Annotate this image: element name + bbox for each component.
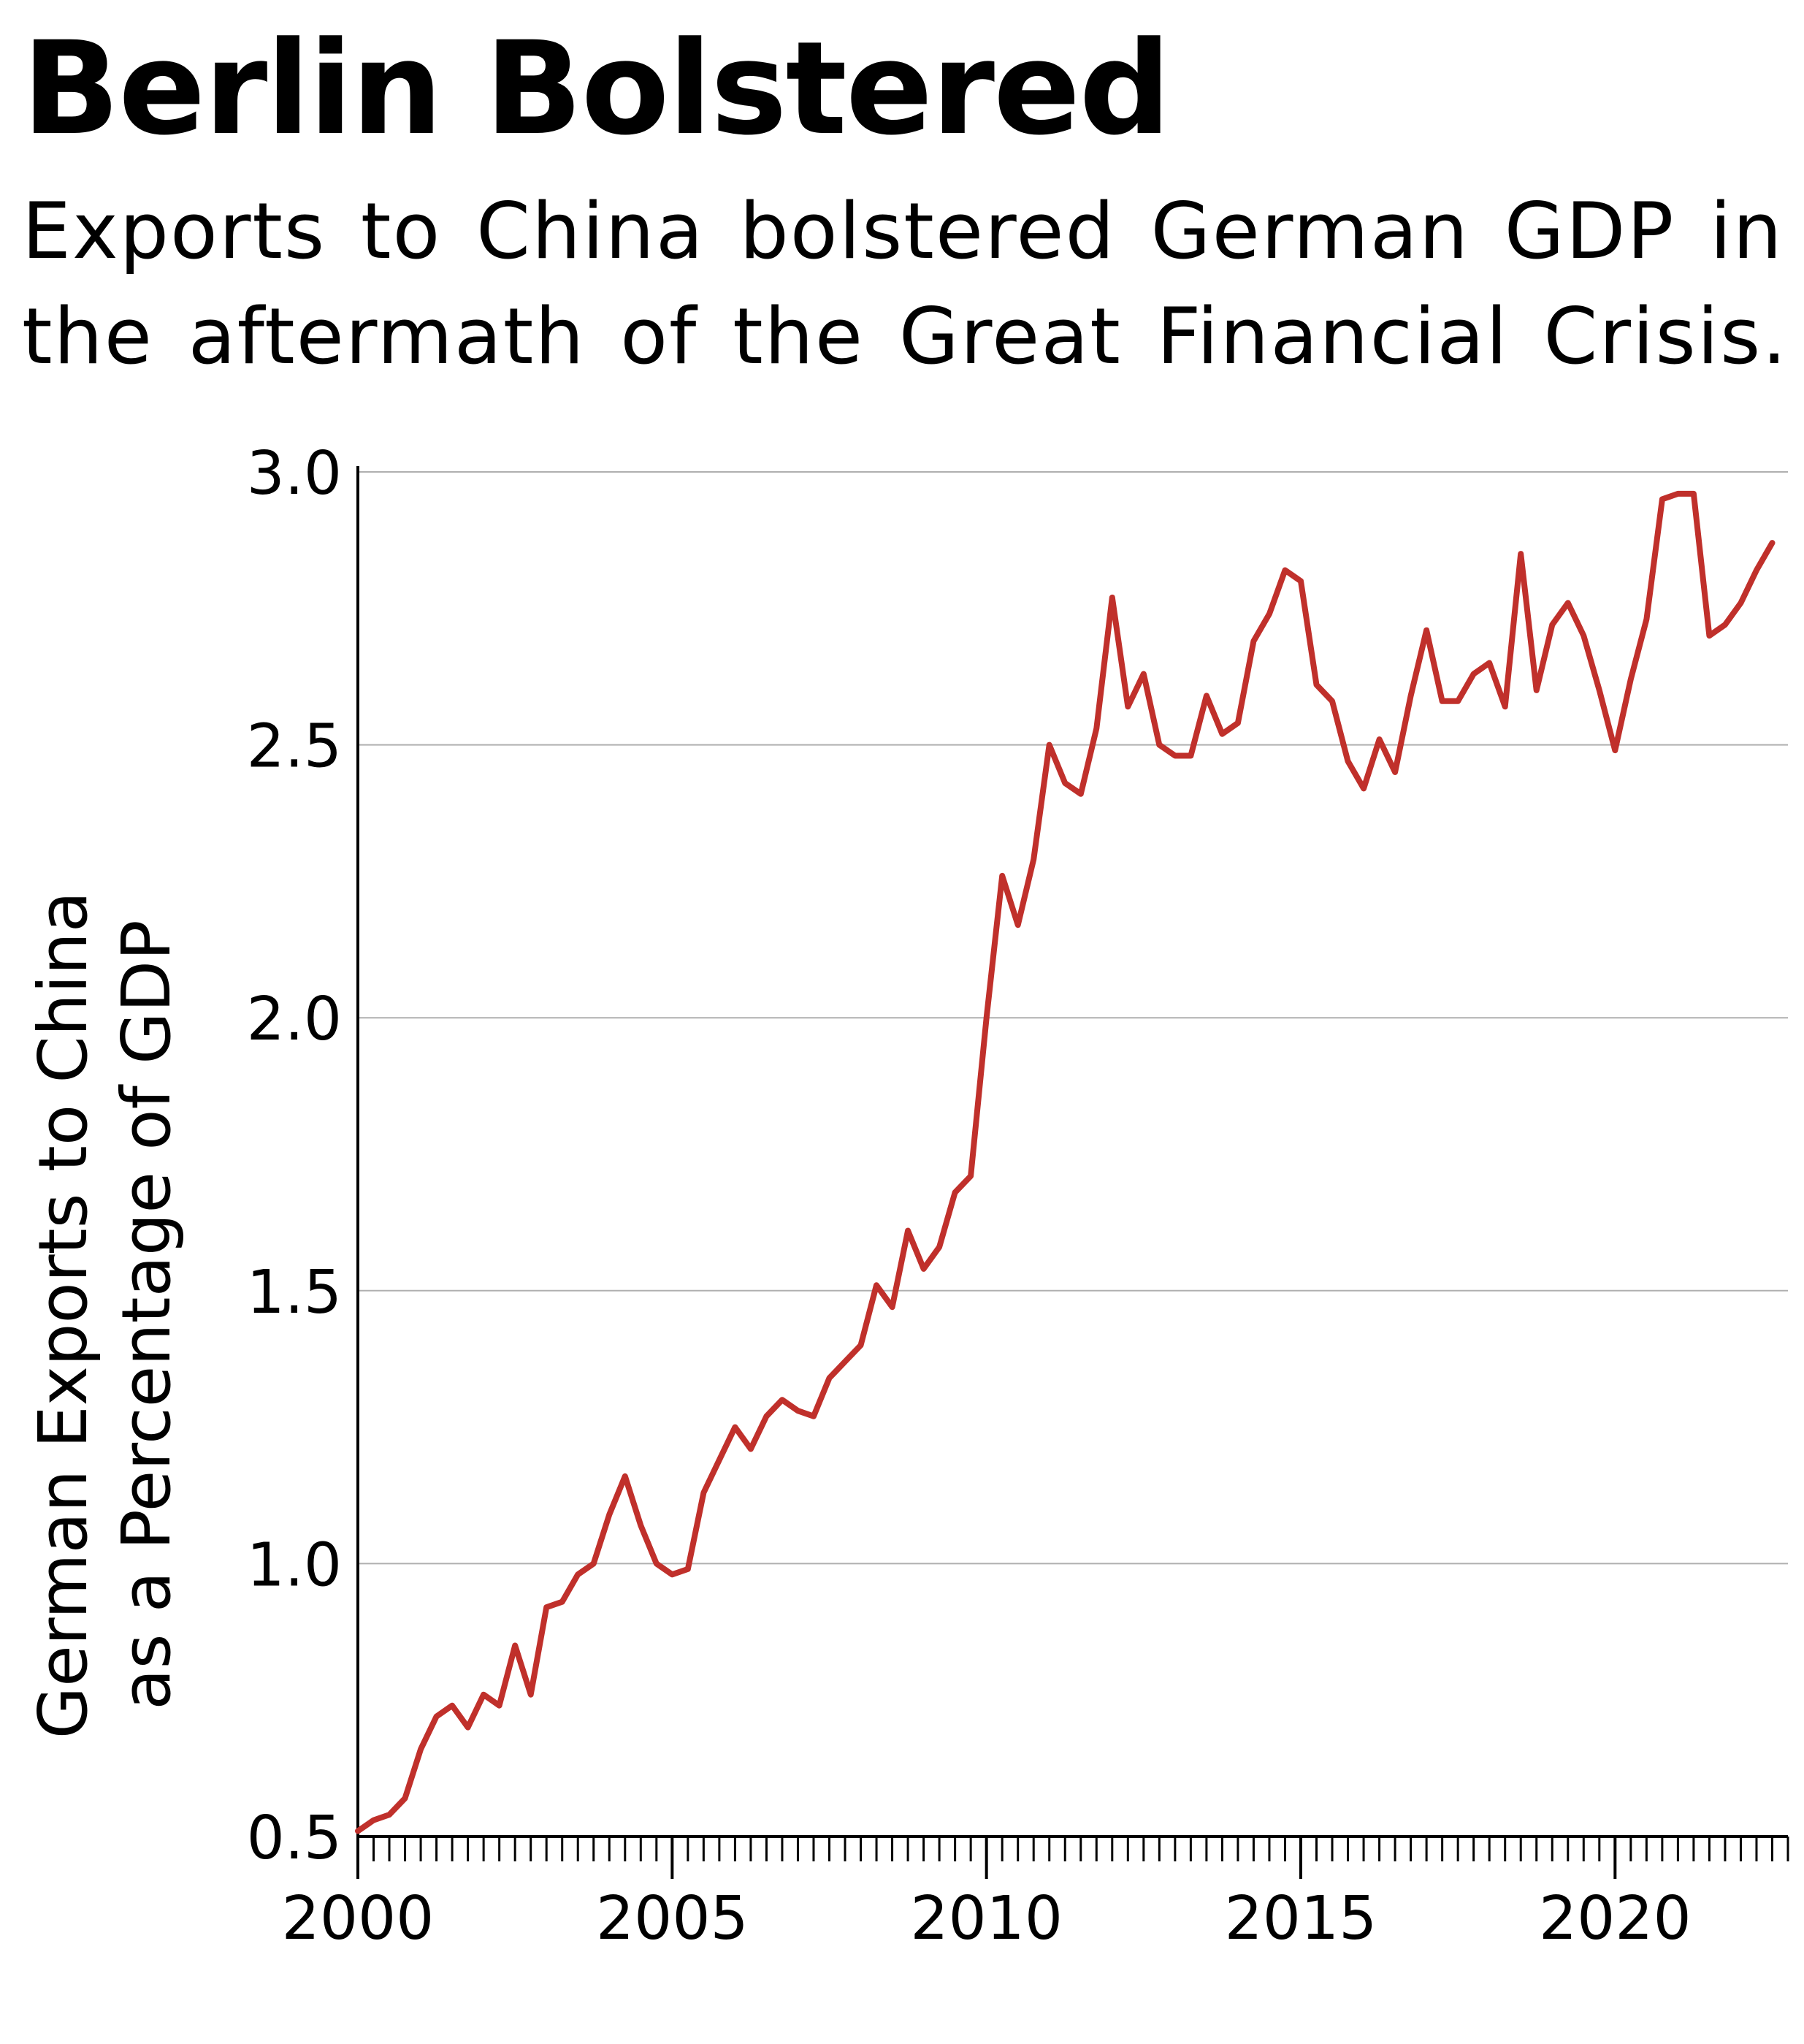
y-tick-label: 0.5 <box>247 1804 342 1873</box>
y-tick-labels: 0.5 1.0 1.5 2.0 2.5 3.0 <box>247 439 342 1873</box>
x-tick-label: 2000 <box>282 1884 435 1953</box>
y-axis-title: German Exports to China as a Percentage o… <box>24 891 186 1739</box>
gridlines <box>358 471 1788 1565</box>
axes <box>356 466 1789 1879</box>
x-tick-label: 2005 <box>596 1884 749 1953</box>
y-tick-label: 3.0 <box>247 439 342 508</box>
y-tick-label: 1.0 <box>247 1530 342 1600</box>
x-tick-label: 2020 <box>1539 1884 1692 1953</box>
chart-subtitle: Exports to China bolstered German GDP in… <box>22 179 1789 389</box>
y-tick-label: 2.5 <box>247 712 342 782</box>
y-tick-label: 2.0 <box>247 985 342 1054</box>
subtitle-line-2: the aftermath of the Great Financial Cri… <box>22 291 1789 382</box>
y-axis-title-line-1: German Exports to China <box>24 891 102 1739</box>
y-axis-title-line-2: as a Percentage of GDP <box>107 920 186 1710</box>
series-line-0 <box>355 490 1776 1834</box>
chart-title: Berlin Bolstered <box>22 14 1171 164</box>
x-tick-label: 2015 <box>1225 1884 1377 1953</box>
series <box>355 490 1776 1834</box>
x-tick-labels: 2000 2005 2010 2015 2020 <box>282 1884 1692 1953</box>
subtitle-line-1: Exports to China bolstered German GDP in <box>22 186 1784 276</box>
x-tick-label: 2010 <box>910 1884 1063 1953</box>
y-tick-label: 1.5 <box>247 1258 342 1327</box>
